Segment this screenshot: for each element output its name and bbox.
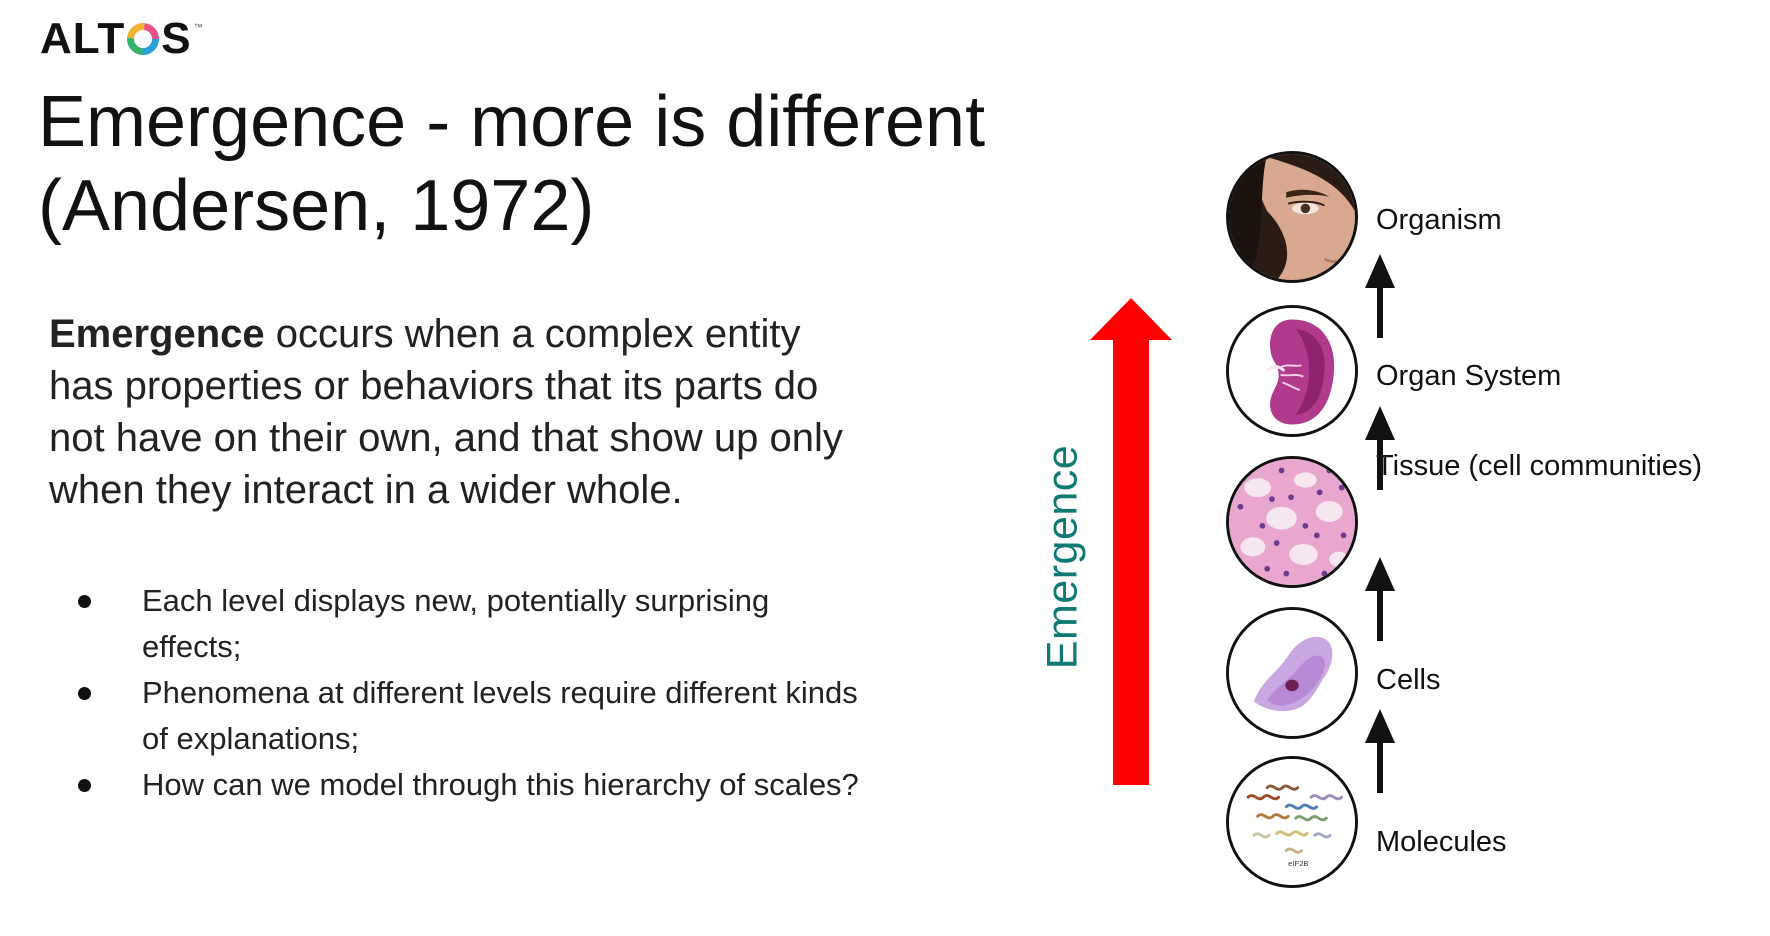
trademark-symbol: ™ [193,22,203,32]
level-label-cells: Cells [1376,664,1441,696]
tissue-image [1226,456,1358,588]
logo-ring-icon [127,23,160,55]
logo-text: ALT S [40,14,192,63]
up-arrow-icon [1365,709,1395,793]
bullet-item: Each level displays new, potentially sur… [70,578,860,670]
molecules-image: eIF2B [1226,756,1358,888]
emergence-arrow-icon [1090,298,1172,785]
slide-title: Emergence - more is different (Andersen,… [38,80,1138,248]
up-arrow-icon [1365,406,1395,490]
up-arrow-icon [1365,557,1395,641]
bullet-dot-icon [78,779,91,792]
face-photo-icon [1229,154,1355,280]
level-label-organism: Organism [1376,204,1502,236]
kidney-section-icon [1229,308,1355,434]
cell-micrograph-icon [1229,610,1355,736]
bullet-item: How can we model through this hierarchy … [70,762,860,808]
cells-image [1226,607,1358,739]
definition-paragraph: Emergence occurs when a complex entity h… [49,308,859,516]
definition-term: Emergence [49,312,265,356]
up-arrow-icon [1365,254,1395,338]
level-label-molecules: Molecules [1376,826,1507,858]
organism-image [1226,151,1358,283]
level-label-tissue: Tissue (cell communities) [1376,450,1703,482]
bullet-list: Each level displays new, potentially sur… [70,578,860,808]
title-line-1: Emergence - more is different [38,82,986,162]
definition-text: occurs when a complex entity has propert… [49,312,843,512]
bullet-item: Phenomena at different levels require di… [70,670,860,762]
bullet-dot-icon [78,687,91,700]
level-label-organ-system: Organ System [1376,360,1562,392]
bullet-dot-icon [78,595,91,608]
protein-structure-icon: eIF2B [1229,759,1355,885]
tissue-micrograph-icon [1229,459,1355,585]
molecule-caption: eIF2B [1288,859,1308,868]
title-line-2: (Andersen, 1972) [38,166,595,246]
organ-system-image [1226,305,1358,437]
altos-logo: ALT S ™ [40,14,203,64]
